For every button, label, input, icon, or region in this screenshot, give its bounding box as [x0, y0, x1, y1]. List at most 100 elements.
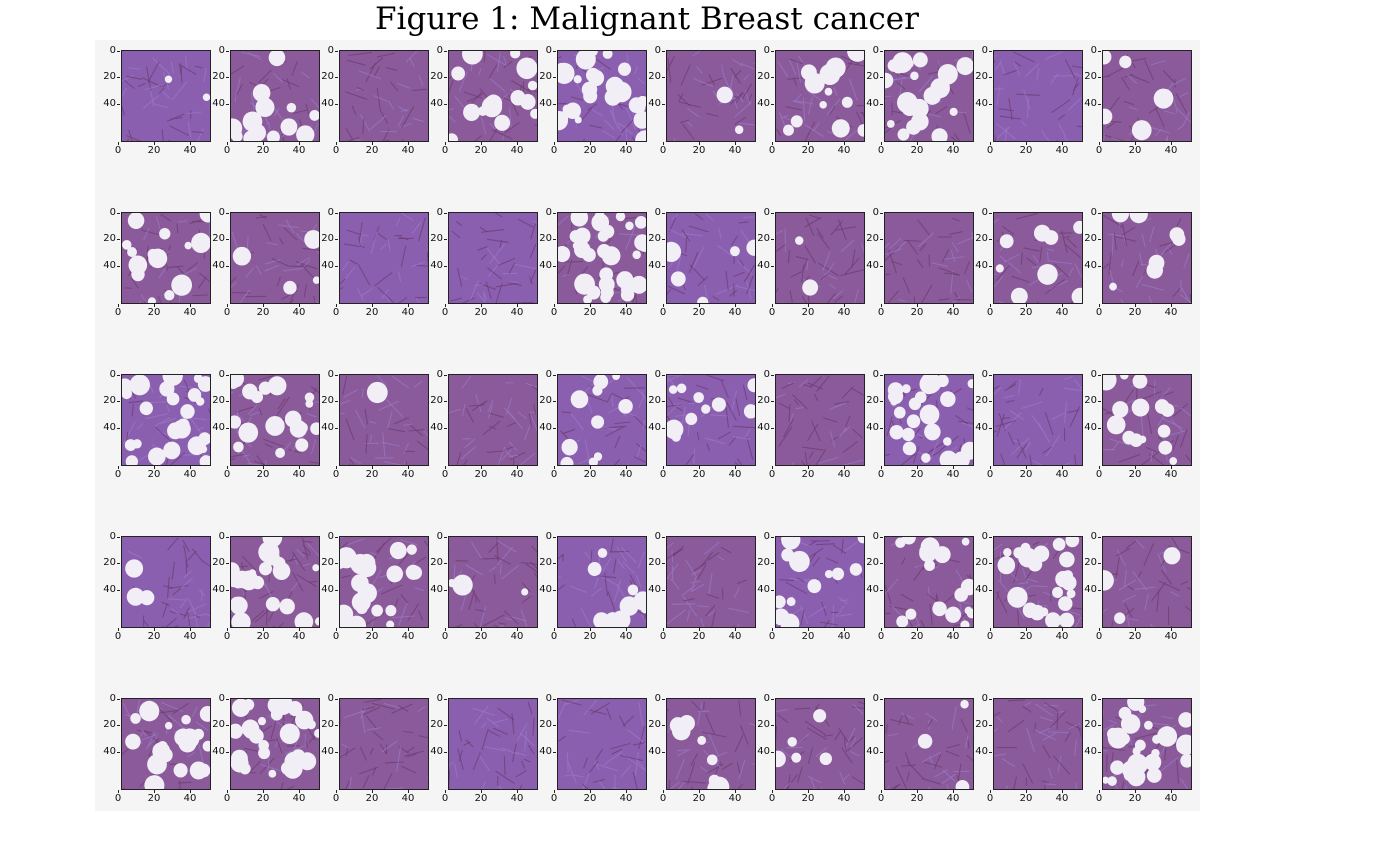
y-tick-label: 40 — [641, 747, 665, 757]
x-tick-label: 40 — [616, 466, 636, 480]
y-tick-label: 40 — [314, 423, 338, 433]
y-tick-label: 40 — [314, 261, 338, 271]
x-tick-label: 0 — [980, 142, 1000, 156]
x-tick-label: 0 — [871, 304, 891, 318]
x-tick-label: 0 — [544, 304, 564, 318]
histology-image — [1102, 50, 1192, 142]
y-tick-label: 40 — [205, 423, 229, 433]
y-tick-label: 40 — [1077, 585, 1101, 595]
y-tick-label: 0 — [641, 208, 665, 218]
y-tick-label: 0 — [423, 208, 447, 218]
y-tick-label: 0 — [96, 208, 120, 218]
tile-panel: 0 20 40 0 20 40 — [423, 526, 538, 642]
y-tick-label: 20 — [96, 720, 120, 730]
y-tick-label: 20 — [423, 234, 447, 244]
y-tick-label: 20 — [1077, 720, 1101, 730]
y-tick-label: 40 — [532, 585, 556, 595]
x-tick-label: 40 — [1161, 790, 1181, 804]
tile-panel: 0 20 40 0 20 40 — [968, 526, 1083, 642]
y-tick-label: 40 — [641, 585, 665, 595]
y-tick-label: 20 — [750, 72, 774, 82]
x-tick-label: 40 — [725, 790, 745, 804]
y-tick-label: 20 — [641, 72, 665, 82]
x-tick-label: 0 — [217, 790, 237, 804]
x-tick-label: 0 — [980, 466, 1000, 480]
x-tick-label: 40 — [180, 628, 200, 642]
tile-panel: 0 20 40 0 20 40 — [532, 202, 647, 318]
y-tick-label: 40 — [1077, 747, 1101, 757]
histology-image — [557, 698, 647, 790]
x-tick-label: 40 — [507, 628, 527, 642]
x-tick-label: 40 — [834, 304, 854, 318]
x-tick-label: 40 — [1052, 628, 1072, 642]
y-tick-label: 40 — [205, 261, 229, 271]
x-tick-label: 0 — [653, 466, 673, 480]
y-tick-label: 20 — [96, 234, 120, 244]
x-tick-label: 0 — [762, 304, 782, 318]
y-tick-label: 0 — [859, 370, 883, 380]
x-tick-label: 20 — [362, 628, 382, 642]
x-tick-label: 0 — [871, 628, 891, 642]
x-tick-label: 40 — [616, 142, 636, 156]
y-tick-label: 0 — [423, 532, 447, 542]
x-tick-label: 0 — [217, 304, 237, 318]
x-tick-label: 20 — [907, 628, 927, 642]
tile-panel: 0 20 40 0 20 40 — [859, 526, 974, 642]
x-tick-label: 40 — [398, 790, 418, 804]
y-tick-label: 0 — [1077, 532, 1101, 542]
y-tick-label: 40 — [641, 99, 665, 109]
y-tick-label: 40 — [532, 261, 556, 271]
y-tick-label: 40 — [750, 99, 774, 109]
x-tick-label: 20 — [253, 790, 273, 804]
x-tick-label: 0 — [653, 304, 673, 318]
y-tick-label: 20 — [1077, 396, 1101, 406]
x-tick-label: 40 — [289, 304, 309, 318]
y-tick-label: 0 — [859, 694, 883, 704]
y-tick-label: 20 — [641, 558, 665, 568]
x-tick-label: 40 — [289, 466, 309, 480]
tile-panel: 0 20 40 0 20 40 — [641, 688, 756, 804]
histology-image — [775, 698, 865, 790]
y-tick-label: 20 — [205, 234, 229, 244]
x-tick-label: 0 — [1089, 304, 1109, 318]
y-tick-label: 0 — [1077, 208, 1101, 218]
x-tick-label: 40 — [943, 466, 963, 480]
histology-image — [448, 698, 538, 790]
y-tick-label: 0 — [314, 532, 338, 542]
y-tick-label: 0 — [641, 46, 665, 56]
x-tick-label: 20 — [689, 790, 709, 804]
x-tick-label: 20 — [580, 628, 600, 642]
x-tick-label: 40 — [616, 304, 636, 318]
histology-image — [666, 698, 756, 790]
y-tick-label: 0 — [750, 370, 774, 380]
histology-image — [666, 374, 756, 466]
x-tick-label: 40 — [1161, 142, 1181, 156]
x-tick-label: 40 — [1161, 628, 1181, 642]
x-tick-label: 20 — [1125, 142, 1145, 156]
x-tick-label: 0 — [217, 142, 237, 156]
y-tick-label: 0 — [314, 208, 338, 218]
x-tick-label: 20 — [471, 628, 491, 642]
y-tick-label: 0 — [423, 694, 447, 704]
figure-title: Figure 1: Malignant Breast cancer — [375, 1, 919, 37]
x-tick-label: 20 — [580, 790, 600, 804]
x-tick-label: 40 — [1052, 790, 1072, 804]
tile-panel: 0 20 40 0 20 40 — [423, 40, 538, 156]
x-tick-label: 0 — [435, 304, 455, 318]
y-tick-label: 20 — [96, 72, 120, 82]
y-tick-label: 20 — [750, 234, 774, 244]
y-tick-label: 20 — [641, 720, 665, 730]
y-tick-label: 0 — [532, 694, 556, 704]
tile-panel: 0 20 40 0 20 40 — [314, 526, 429, 642]
y-tick-label: 0 — [205, 370, 229, 380]
x-tick-label: 0 — [108, 466, 128, 480]
tile-panel: 0 20 40 0 20 40 — [96, 202, 211, 318]
histology-image — [993, 698, 1083, 790]
x-tick-label: 20 — [253, 142, 273, 156]
y-tick-label: 0 — [96, 46, 120, 56]
x-tick-label: 20 — [362, 304, 382, 318]
tile-panel: 0 20 40 0 20 40 — [423, 688, 538, 804]
y-tick-label: 40 — [205, 99, 229, 109]
tile-panel: 0 20 40 0 20 40 — [314, 364, 429, 480]
histology-image — [121, 212, 211, 304]
